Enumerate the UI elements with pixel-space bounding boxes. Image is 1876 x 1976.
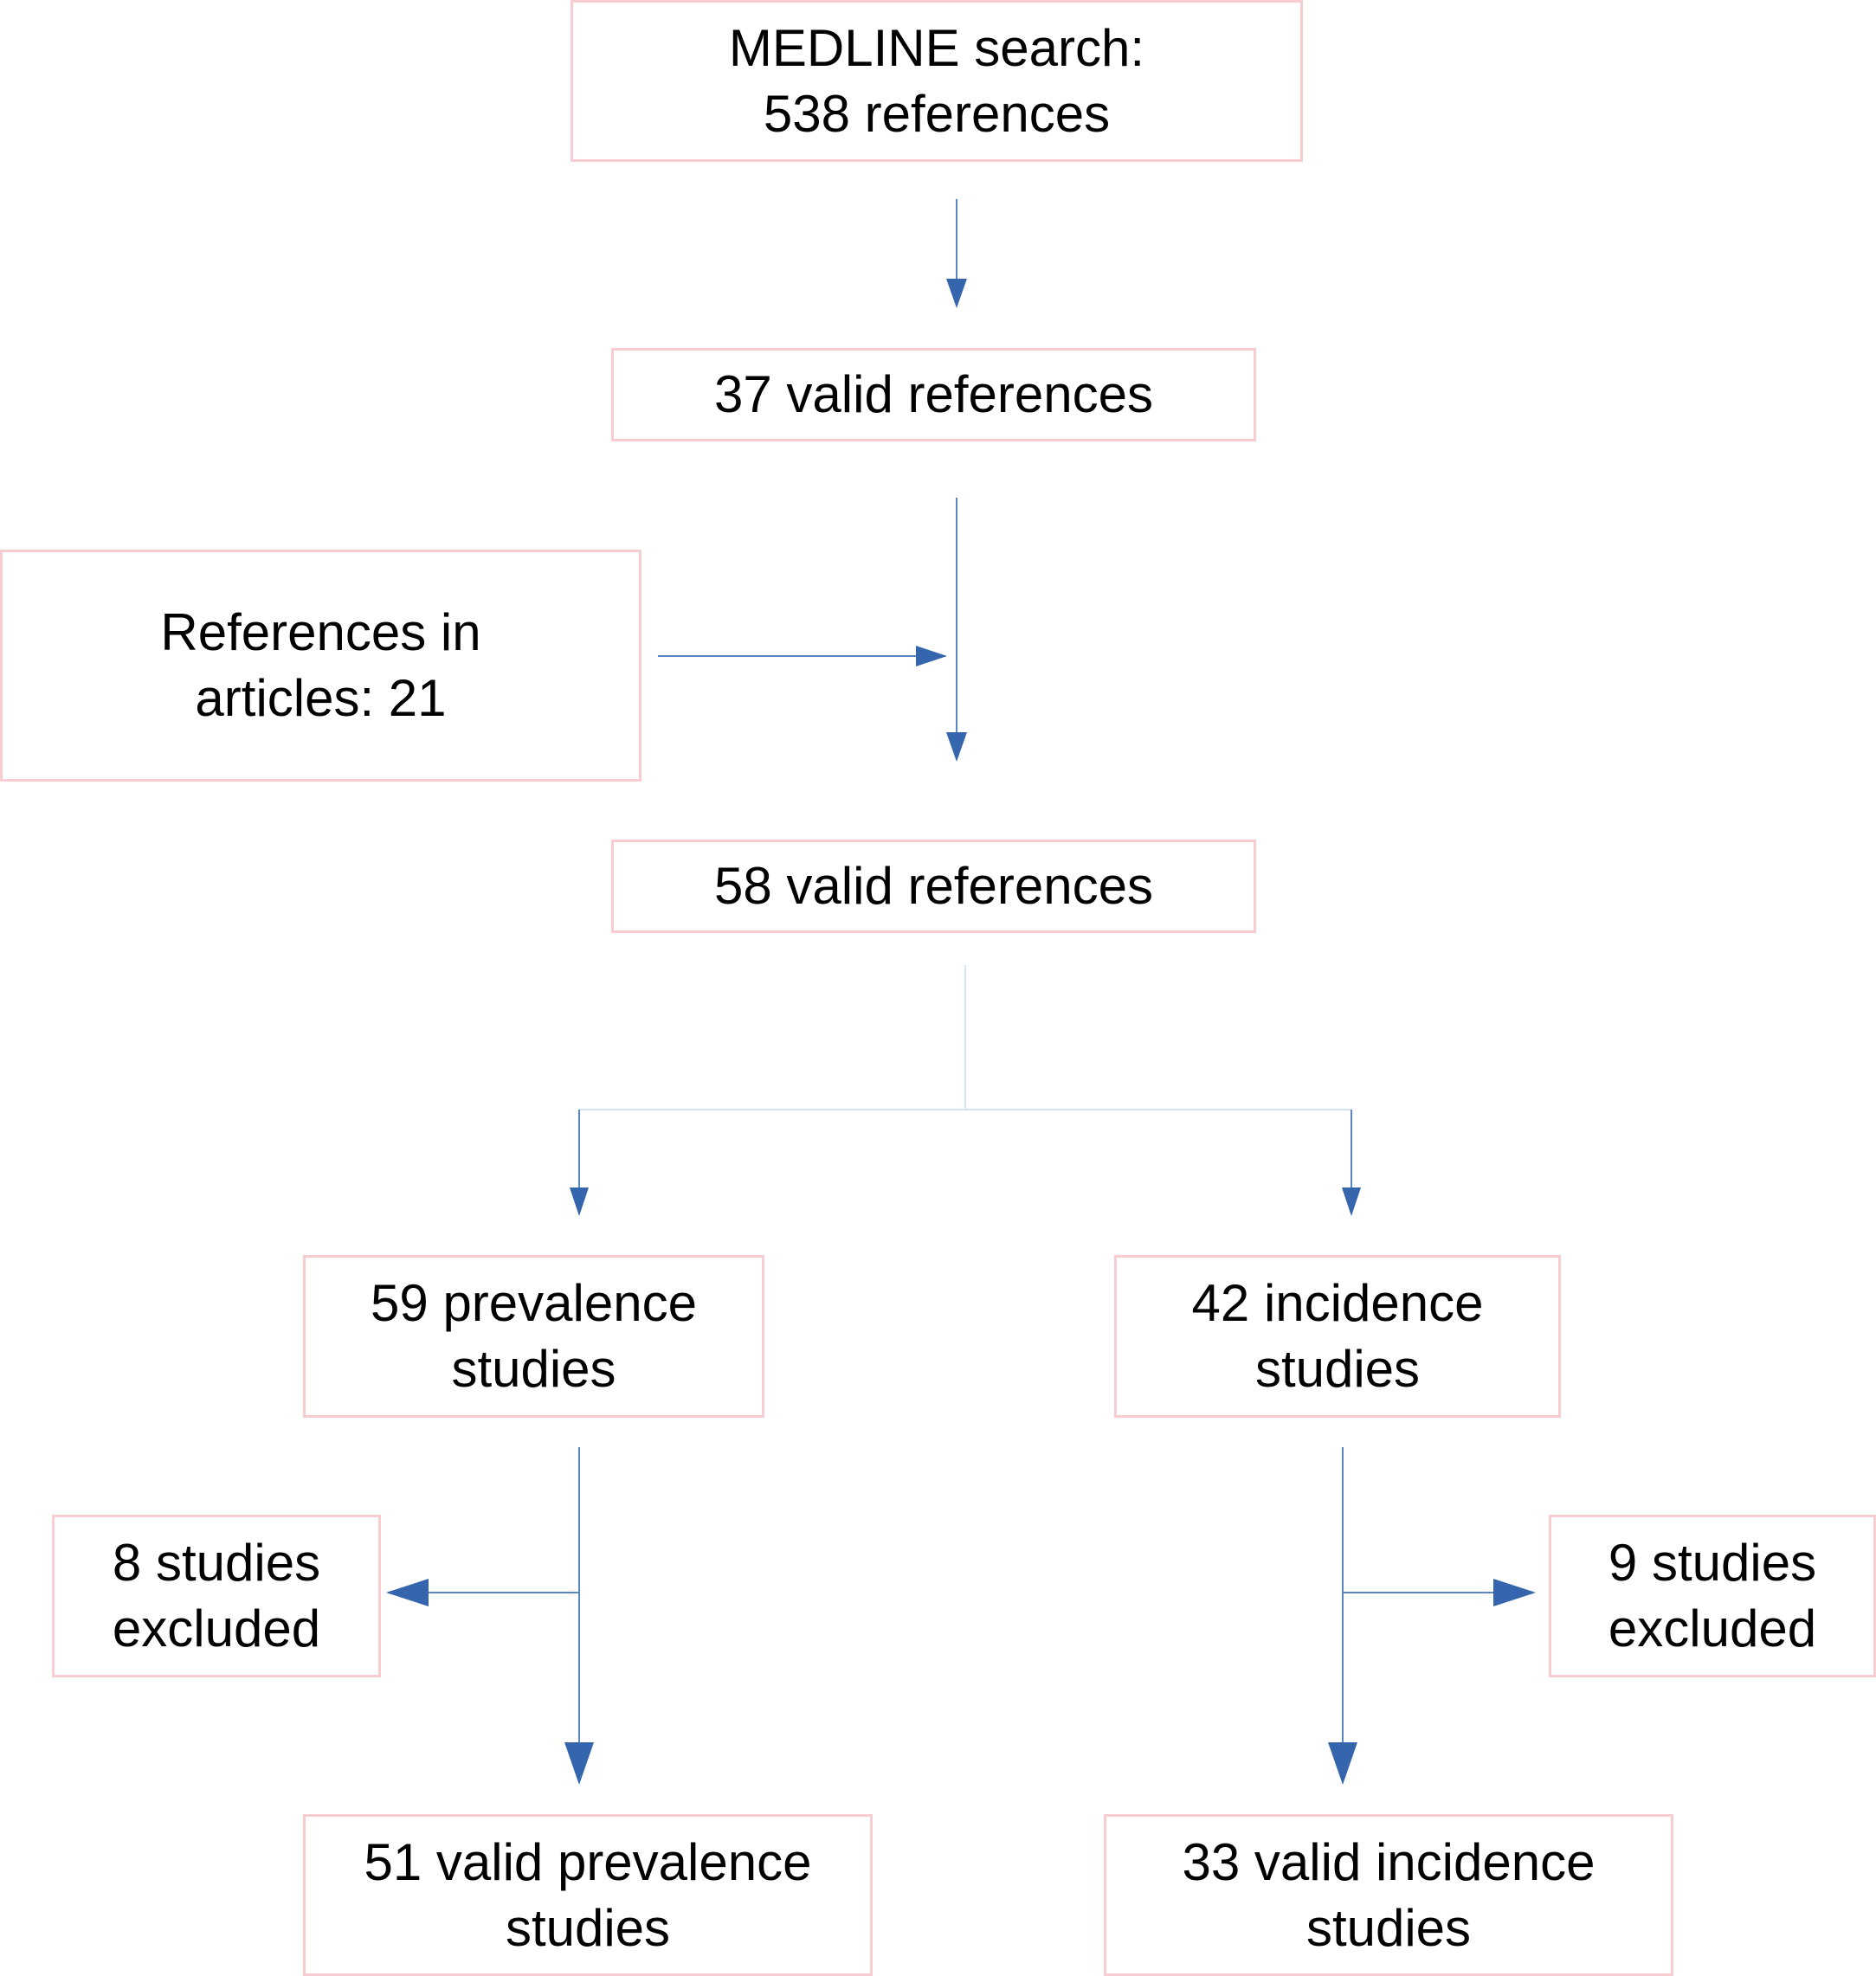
incidence-excluded-line2: excluded bbox=[1608, 1599, 1817, 1657]
prevalence-excluded-line1: 8 studies bbox=[112, 1534, 321, 1592]
arrowhead-down-icon bbox=[1328, 1742, 1357, 1785]
prevalence-studies-line1: 59 prevalence bbox=[371, 1274, 697, 1332]
valid-incidence-studies-line1: 33 valid incidence bbox=[1182, 1832, 1596, 1891]
incidence-studies-box: 42 incidence studies bbox=[1114, 1255, 1561, 1418]
medline-search-box: MEDLINE search: 538 references bbox=[571, 0, 1303, 162]
incidence-excluded-box: 9 studies excluded bbox=[1549, 1515, 1876, 1677]
incidence-studies-line2: studies bbox=[1254, 1340, 1421, 1398]
valid-incidence-studies-box: 33 valid incidence studies bbox=[1104, 1814, 1673, 1976]
prevalence-studies-line2: studies bbox=[451, 1340, 616, 1398]
valid-prevalence-studies-line1: 51 valid prevalence bbox=[364, 1832, 812, 1891]
references-in-articles-box: References in articles: 21 bbox=[0, 550, 641, 782]
references-in-articles-line1: References in bbox=[160, 603, 481, 661]
arrowhead-down-icon bbox=[570, 1188, 589, 1216]
valid-incidence-studies-line2: studies bbox=[1305, 1898, 1472, 1957]
incidence-studies-line1: 42 incidence bbox=[1191, 1274, 1484, 1332]
valid-prevalence-studies-line2: studies bbox=[505, 1898, 671, 1957]
medline-search-line2: 538 references bbox=[763, 84, 1111, 143]
references-in-articles-line2: articles: 21 bbox=[195, 669, 447, 727]
valid-references-58-label: 58 valid references bbox=[714, 857, 1153, 915]
arrowhead-right-icon bbox=[916, 646, 947, 666]
prevalence-excluded-box: 8 studies excluded bbox=[52, 1515, 381, 1677]
arrowhead-down-icon bbox=[564, 1742, 594, 1785]
incidence-excluded-line1: 9 studies bbox=[1608, 1534, 1817, 1592]
prevalence-studies-box: 59 prevalence studies bbox=[303, 1255, 764, 1418]
medline-search-line1: MEDLINE search: bbox=[728, 18, 1145, 77]
valid-references-37-label: 37 valid references bbox=[714, 365, 1153, 423]
prevalence-excluded-line2: excluded bbox=[112, 1599, 321, 1657]
arrowhead-right-icon bbox=[1493, 1579, 1536, 1606]
arrowhead-down-icon bbox=[946, 279, 967, 308]
arrowhead-left-icon bbox=[386, 1579, 429, 1606]
valid-references-37-box: 37 valid references bbox=[611, 348, 1256, 441]
valid-references-58-box: 58 valid references bbox=[611, 840, 1256, 933]
arrowhead-down-icon bbox=[1342, 1188, 1361, 1216]
arrowhead-down-icon bbox=[946, 732, 967, 762]
valid-prevalence-studies-box: 51 valid prevalence studies bbox=[303, 1814, 873, 1976]
